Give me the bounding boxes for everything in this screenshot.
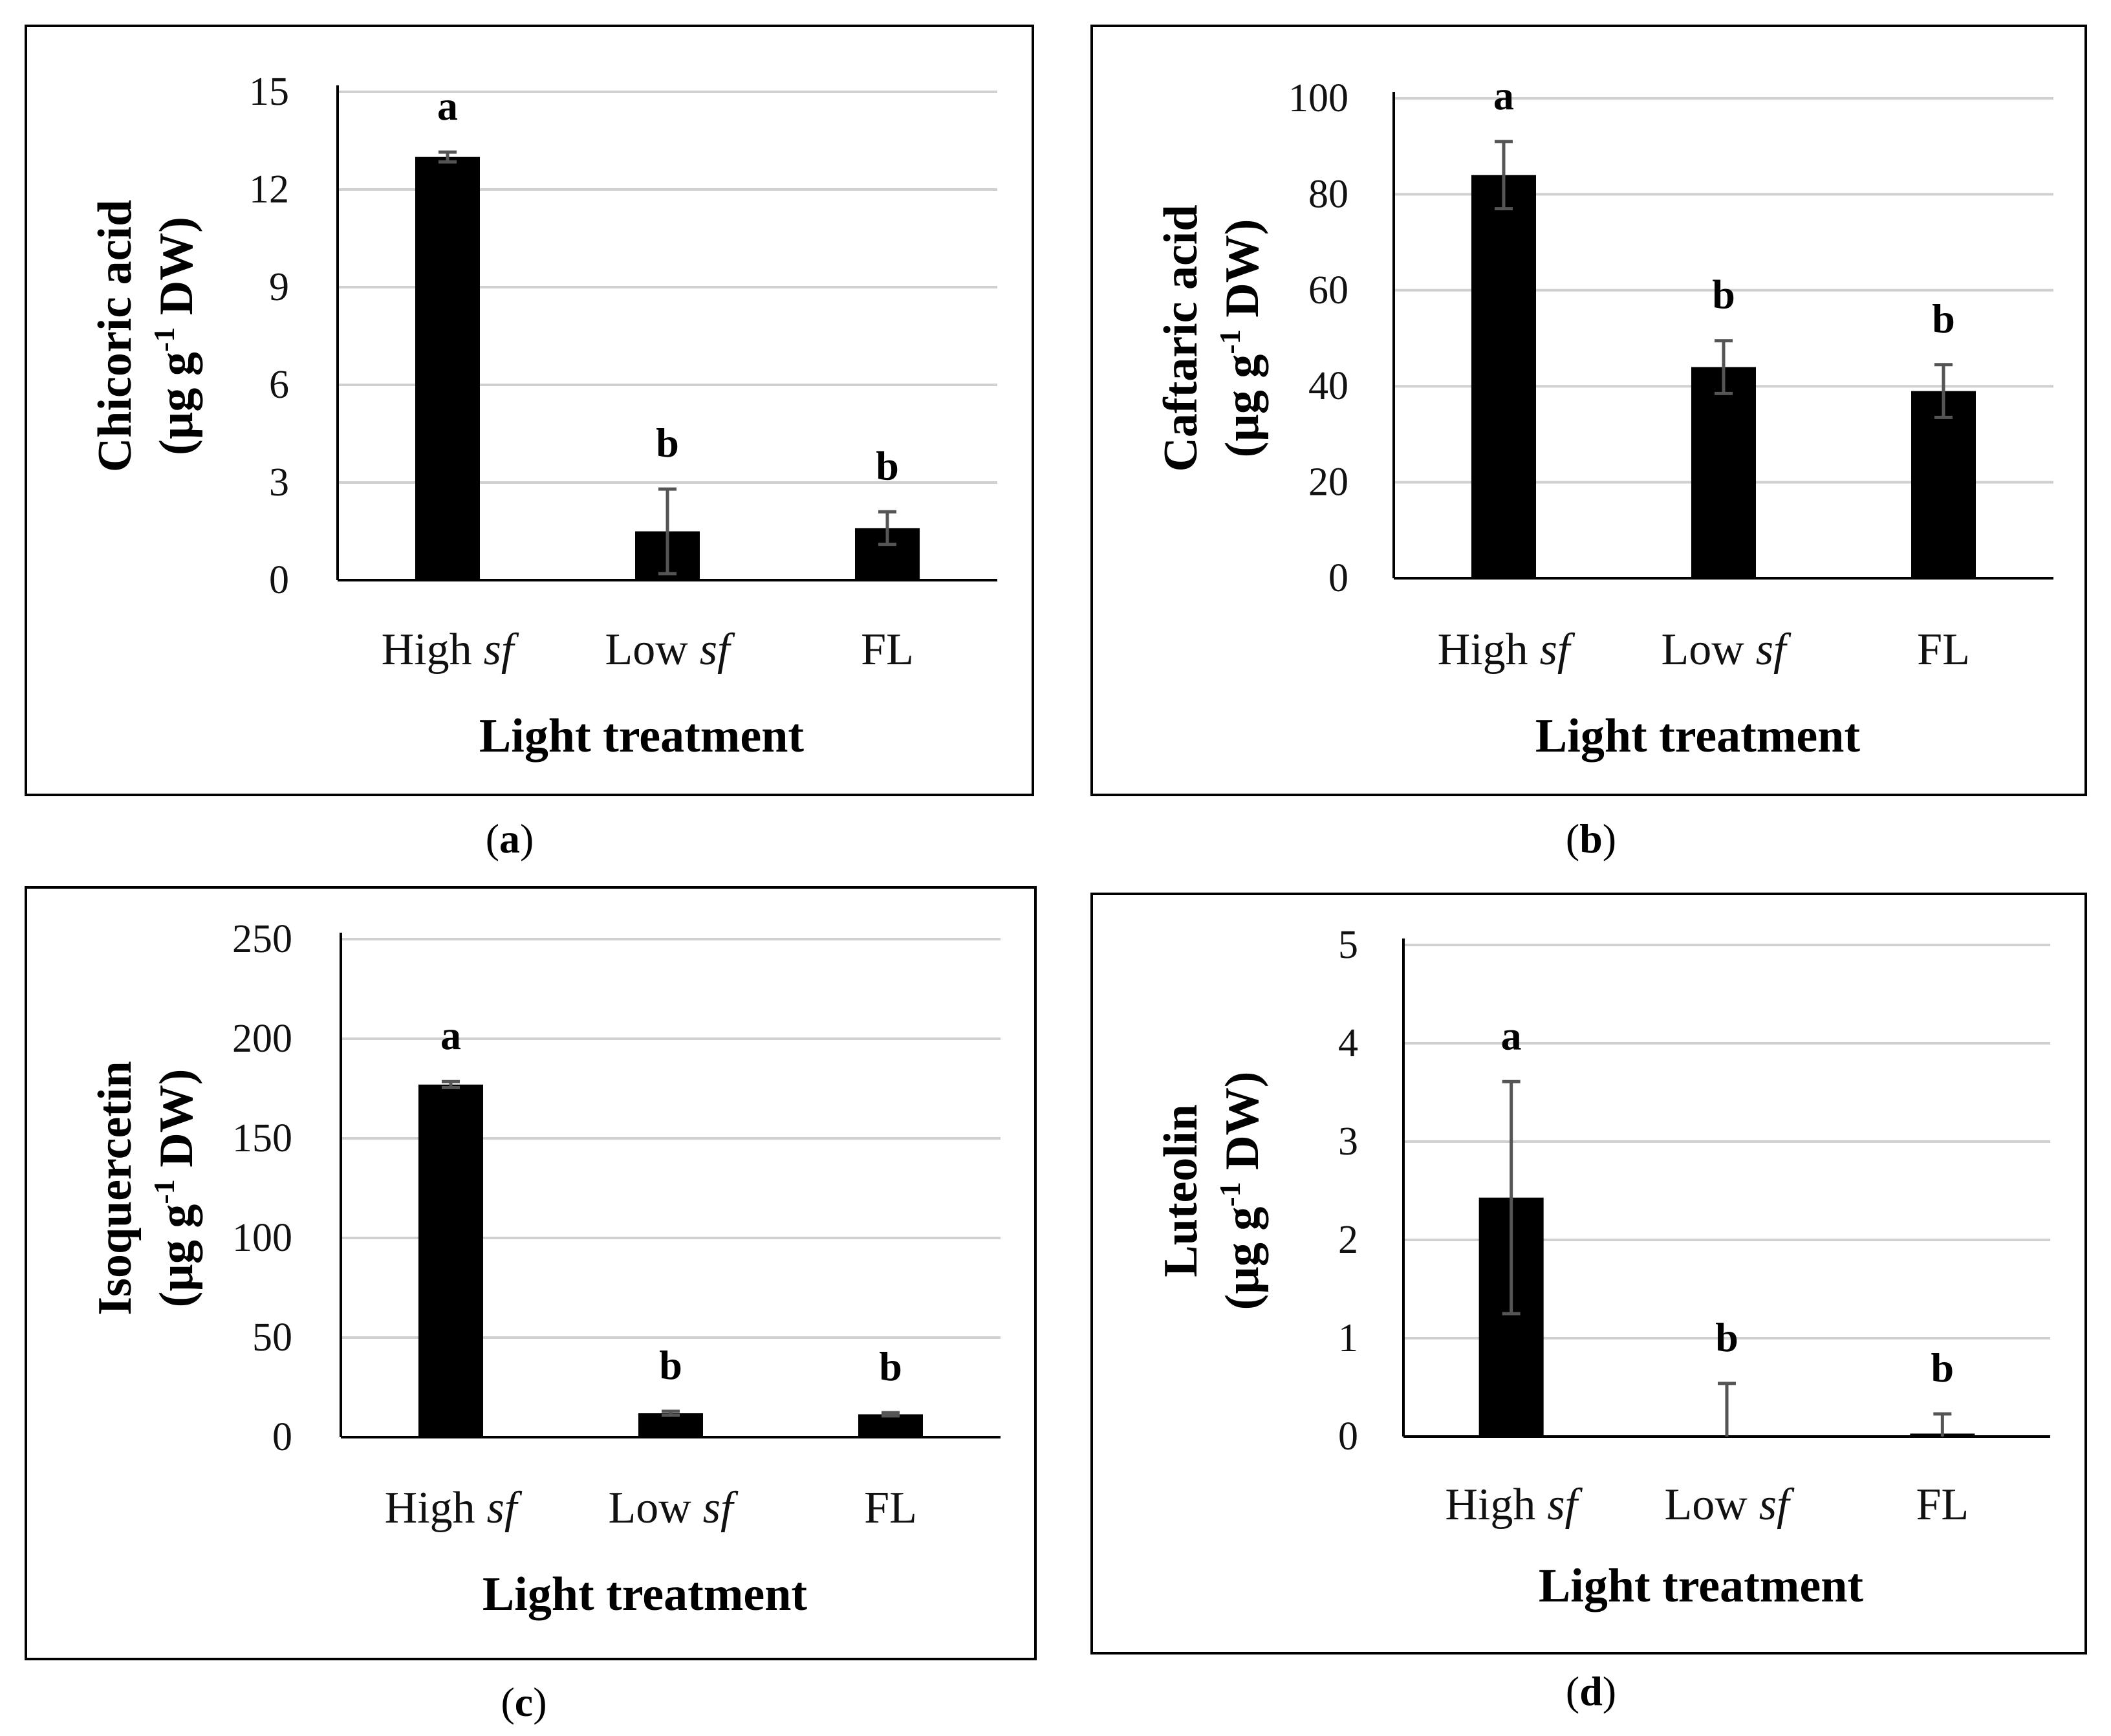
y-axis-label-line2: (µg g-1 DW): [147, 217, 203, 455]
x-axis-label: Light treatment: [1539, 1559, 1863, 1612]
panel-c-label: (c): [501, 1679, 547, 1725]
category-label: Low sf: [1661, 625, 1792, 675]
significance-letter: b: [876, 442, 899, 488]
panel-d-frame: 0 1 2 3 4 5 a High sf b Low sf b FL Light treatment Lut…: [1090, 893, 2087, 1655]
category-label: Low sf: [605, 625, 735, 675]
y-tick-label: 3: [1338, 1120, 1358, 1164]
bar: [418, 1084, 483, 1437]
y-axis-label-line2: (µg g-1 DW): [1213, 1072, 1269, 1310]
y-tick-label: 1: [1338, 1316, 1358, 1360]
panel-b-label: (b): [1565, 816, 1617, 862]
y-tick-label: 5: [1338, 923, 1358, 967]
category-label: High sf: [1445, 1480, 1583, 1530]
category-label: High sf: [382, 625, 519, 675]
category-label: Low sf: [1664, 1480, 1795, 1530]
significance-letter: b: [659, 1342, 682, 1388]
significance-letter: a: [1501, 1012, 1522, 1058]
significance-letter: a: [440, 1012, 461, 1058]
panel-b-frame: 0 20 40 60 80 100 a High sf b Low sf b FL Light treatm…: [1090, 25, 2087, 796]
category-label: FL: [1916, 1480, 1969, 1530]
x-axis-label: Light treatment: [479, 710, 804, 763]
y-tick-label: 250: [232, 917, 292, 961]
significance-letter: b: [1715, 1314, 1738, 1360]
category-label: FL: [1917, 625, 1970, 675]
bar: [1471, 175, 1536, 579]
panel-a-label: (a): [485, 816, 534, 862]
y-axis-label-line1: Caftaric acid: [1154, 204, 1207, 472]
category-label: High sf: [385, 1483, 523, 1533]
y-axis-label-line1: Chicoric acid: [89, 200, 142, 472]
significance-letter: b: [1932, 296, 1955, 342]
chart-c: 0 50 100 150 200 250 a High sf b Low sf b FL Light tre…: [89, 917, 1001, 1621]
y-tick-label: 0: [272, 1415, 292, 1459]
y-tick-label: 6: [269, 363, 289, 407]
y-tick-label: 0: [1338, 1415, 1358, 1459]
bar: [858, 1414, 923, 1437]
significance-letter: a: [1493, 72, 1514, 118]
y-tick-label: 20: [1308, 461, 1348, 505]
y-tick-label: 200: [232, 1017, 292, 1061]
y-tick-label: 4: [1338, 1021, 1358, 1065]
y-tick-label: 40: [1308, 364, 1348, 408]
panel-a-frame: 0 3 6 9 12 15 a High sf b Low sf b FL Light treatment C…: [25, 25, 1034, 796]
significance-letter: b: [656, 420, 679, 466]
y-axis-label-line2: (µg g-1 DW): [147, 1069, 203, 1308]
significance-letter: b: [1931, 1345, 1954, 1391]
chart-b: 0 20 40 60 80 100 a High sf b Low sf b FL Light treatm…: [1154, 72, 2053, 763]
y-tick-label: 80: [1308, 172, 1348, 216]
y-tick-label: 3: [269, 461, 289, 505]
y-tick-label: 9: [269, 265, 289, 309]
bar: [1691, 367, 1756, 578]
chart-d: 0 1 2 3 4 5 a High sf b Low sf b FL Light treatment Lut…: [1154, 923, 2050, 1612]
x-axis-label: Light treatment: [1535, 710, 1860, 763]
y-tick-label: 50: [252, 1316, 292, 1360]
y-axis-label-line2: (µg g-1 DW): [1213, 219, 1269, 458]
category-label: High sf: [1438, 625, 1575, 675]
y-axis-label-line1: Isoquercetin: [89, 1061, 142, 1315]
category-label: Low sf: [608, 1483, 739, 1533]
y-tick-label: 0: [1328, 556, 1348, 600]
y-tick-label: 100: [1288, 76, 1348, 120]
y-tick-label: 2: [1338, 1218, 1358, 1262]
bar: [415, 157, 480, 580]
y-tick-label: 150: [232, 1116, 292, 1160]
y-tick-label: 60: [1308, 268, 1348, 312]
y-tick-label: 100: [232, 1216, 292, 1260]
y-tick-label: 15: [249, 70, 289, 114]
x-axis-label: Light treatment: [482, 1568, 807, 1621]
significance-letter: b: [1712, 272, 1735, 318]
y-tick-label: 12: [249, 168, 289, 212]
bar: [638, 1413, 703, 1437]
significance-letter: a: [437, 83, 458, 129]
panel-c-frame: 0 50 100 150 200 250 a High sf b Low sf b FL Light tre…: [25, 886, 1037, 1660]
y-tick-label: 0: [269, 558, 289, 602]
y-axis-label-line1: Luteolin: [1154, 1104, 1207, 1277]
category-label: FL: [861, 625, 914, 675]
significance-letter: b: [879, 1343, 902, 1389]
bar: [1911, 391, 1976, 578]
category-label: FL: [864, 1483, 917, 1533]
panel-d-label: (d): [1565, 1668, 1617, 1714]
chart-a: 0 3 6 9 12 15 a High sf b Low sf b FL Light treatment C…: [89, 70, 997, 763]
